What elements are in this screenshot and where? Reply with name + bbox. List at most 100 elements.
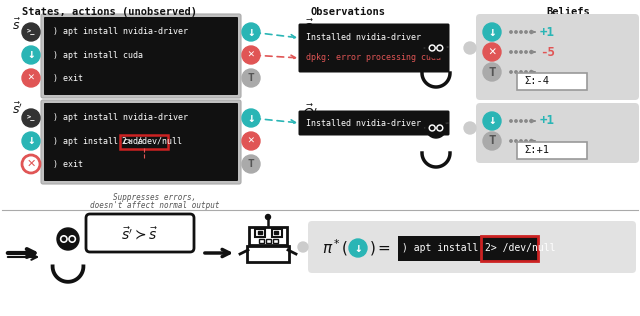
FancyBboxPatch shape: [271, 228, 282, 236]
Circle shape: [525, 120, 527, 122]
Text: Suppresses errors,: Suppresses errors,: [113, 193, 196, 202]
Circle shape: [530, 31, 532, 33]
Text: >_: >_: [27, 115, 35, 121]
Circle shape: [70, 237, 74, 241]
FancyBboxPatch shape: [247, 246, 289, 262]
Circle shape: [22, 132, 40, 150]
Circle shape: [22, 109, 40, 127]
FancyBboxPatch shape: [476, 14, 639, 100]
Circle shape: [431, 126, 434, 130]
Circle shape: [464, 122, 476, 134]
Circle shape: [510, 51, 512, 53]
Circle shape: [437, 125, 443, 131]
FancyBboxPatch shape: [44, 17, 238, 95]
Circle shape: [520, 51, 522, 53]
Circle shape: [62, 237, 65, 241]
FancyBboxPatch shape: [517, 142, 587, 159]
Text: ✕: ✕: [248, 136, 254, 146]
FancyBboxPatch shape: [273, 239, 278, 243]
Text: ✕: ✕: [26, 159, 36, 169]
Text: ↓: ↓: [247, 112, 255, 125]
Text: ↓: ↓: [28, 135, 35, 148]
FancyBboxPatch shape: [41, 14, 241, 98]
Text: ↓: ↓: [28, 48, 35, 62]
Circle shape: [437, 45, 443, 51]
Text: ) apt install cuda: ) apt install cuda: [53, 51, 143, 59]
Text: ✕: ✕: [248, 50, 254, 60]
FancyBboxPatch shape: [298, 111, 449, 136]
Text: ) apt install cuda: ) apt install cuda: [402, 243, 508, 253]
Circle shape: [525, 31, 527, 33]
FancyBboxPatch shape: [476, 103, 639, 163]
Text: $\vec{O}$: $\vec{O}$: [302, 18, 314, 37]
Circle shape: [525, 51, 527, 53]
FancyBboxPatch shape: [397, 235, 538, 260]
Circle shape: [525, 71, 527, 73]
Text: ) exit: ) exit: [53, 160, 83, 168]
Text: ↓: ↓: [488, 114, 496, 127]
Bar: [274, 231, 278, 234]
Text: ) apt install nvidia-driver: ) apt install nvidia-driver: [53, 27, 188, 37]
Text: ) exit: ) exit: [53, 74, 83, 82]
Text: $) =$: $) =$: [369, 239, 391, 257]
Text: dpkg: error processing cuda: dpkg: error processing cuda: [306, 53, 441, 63]
Circle shape: [530, 71, 532, 73]
Text: >_: >_: [27, 29, 35, 35]
Circle shape: [483, 43, 501, 61]
Circle shape: [242, 132, 260, 150]
Circle shape: [298, 242, 308, 252]
Circle shape: [349, 239, 367, 257]
FancyBboxPatch shape: [259, 239, 264, 243]
Circle shape: [510, 71, 512, 73]
Circle shape: [22, 155, 40, 173]
FancyBboxPatch shape: [481, 235, 538, 260]
Text: Installed nvidia-driver: Installed nvidia-driver: [306, 33, 421, 42]
Circle shape: [22, 46, 40, 64]
Circle shape: [515, 120, 517, 122]
Text: +1: +1: [540, 26, 555, 39]
Circle shape: [242, 23, 260, 41]
FancyBboxPatch shape: [41, 100, 241, 184]
Circle shape: [515, 51, 517, 53]
Circle shape: [429, 45, 435, 51]
Text: +1: +1: [540, 114, 555, 127]
Circle shape: [510, 120, 512, 122]
Circle shape: [242, 46, 260, 64]
Circle shape: [22, 69, 40, 87]
Circle shape: [483, 132, 501, 150]
FancyBboxPatch shape: [249, 227, 287, 245]
Circle shape: [242, 69, 260, 87]
Circle shape: [515, 71, 517, 73]
Text: ↓: ↓: [488, 26, 496, 39]
Circle shape: [242, 155, 260, 173]
FancyBboxPatch shape: [120, 135, 168, 149]
Circle shape: [483, 112, 501, 130]
FancyBboxPatch shape: [255, 228, 264, 236]
Text: ) apt install cuda: ) apt install cuda: [53, 137, 143, 145]
Circle shape: [515, 140, 517, 142]
Text: T: T: [488, 65, 496, 78]
Circle shape: [69, 236, 76, 242]
Text: Observations: Observations: [310, 7, 385, 17]
Circle shape: [520, 120, 522, 122]
Text: T: T: [248, 73, 254, 83]
Text: doesn't affect normal output: doesn't affect normal output: [90, 201, 220, 210]
Circle shape: [520, 71, 522, 73]
Text: Installed nvidia-driver: Installed nvidia-driver: [306, 118, 421, 127]
Text: $\vec{s}^{\prime} \succ \vec{s}$: $\vec{s}^{\prime} \succ \vec{s}$: [121, 226, 159, 242]
Text: Σ:-4: Σ:-4: [524, 76, 549, 86]
Text: -5: -5: [540, 46, 555, 58]
Text: T: T: [488, 135, 496, 148]
Circle shape: [464, 42, 476, 54]
FancyBboxPatch shape: [44, 103, 238, 181]
Text: ✕: ✕: [488, 46, 496, 58]
Circle shape: [530, 140, 532, 142]
Circle shape: [57, 228, 79, 250]
Text: ✕: ✕: [28, 73, 35, 83]
Circle shape: [431, 46, 434, 50]
Text: ) apt install nvidia-driver: ) apt install nvidia-driver: [53, 113, 188, 123]
Circle shape: [483, 23, 501, 41]
Circle shape: [530, 51, 532, 53]
Circle shape: [438, 46, 442, 50]
Circle shape: [483, 63, 501, 81]
